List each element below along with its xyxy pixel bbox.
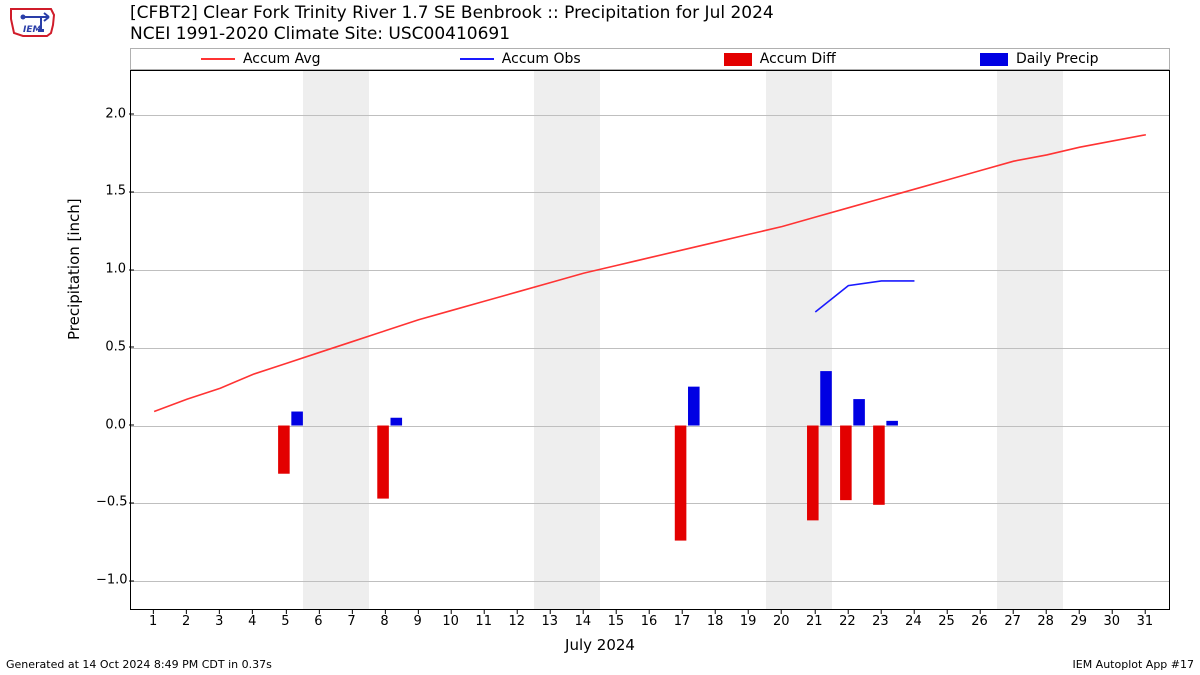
x-tick-label: 26 [971, 614, 988, 629]
legend-label: Daily Precip [1016, 51, 1099, 67]
x-axis-label: July 2024 [0, 636, 1200, 654]
bar [873, 426, 885, 505]
x-tick-label: 20 [773, 614, 790, 629]
bar [886, 421, 898, 426]
line-series [154, 135, 1146, 412]
y-tick-label: 0.5 [96, 339, 126, 354]
x-tick-label: 11 [475, 614, 492, 629]
svg-text:IEM: IEM [23, 25, 41, 35]
x-tick-label: 5 [281, 614, 289, 629]
legend-swatch-patch [980, 53, 1008, 66]
x-tick-label: 14 [575, 614, 592, 629]
x-tick-label: 23 [872, 614, 889, 629]
x-tick-label: 2 [182, 614, 190, 629]
title-line-1: [CFBT2] Clear Fork Trinity River 1.7 SE … [130, 3, 774, 24]
y-tick-label: −1.0 [96, 573, 126, 588]
x-tick-label: 1 [149, 614, 157, 629]
x-tick-label: 9 [413, 614, 421, 629]
x-tick-label: 7 [347, 614, 355, 629]
x-tick-label: 29 [1070, 614, 1087, 629]
bar [807, 426, 819, 521]
bar [291, 412, 303, 426]
title-line-2: NCEI 1991-2020 Climate Site: USC00410691 [130, 24, 774, 45]
x-tick-label: 21 [806, 614, 823, 629]
legend-swatch-line [201, 58, 235, 60]
footer-app: IEM Autoplot App #17 [1073, 658, 1195, 671]
x-tick-label: 31 [1137, 614, 1154, 629]
legend-item: Daily Precip [910, 51, 1170, 67]
x-tick-label: 28 [1037, 614, 1054, 629]
x-tick-label: 18 [707, 614, 724, 629]
legend-label: Accum Diff [760, 51, 836, 67]
legend-item: Accum Diff [650, 51, 910, 67]
legend-label: Accum Obs [502, 51, 581, 67]
x-tick-label: 8 [380, 614, 388, 629]
x-tick-label: 17 [674, 614, 691, 629]
x-tick-label: 27 [1004, 614, 1021, 629]
x-tick-label: 16 [641, 614, 658, 629]
x-tick-label: 19 [740, 614, 757, 629]
x-tick-label: 30 [1104, 614, 1121, 629]
x-tick-label: 13 [542, 614, 559, 629]
y-tick-label: 0.0 [96, 417, 126, 432]
bar [675, 426, 687, 541]
bar [377, 426, 389, 499]
bar [688, 387, 700, 426]
bar [278, 426, 290, 474]
x-tick-label: 24 [905, 614, 922, 629]
bar [853, 399, 865, 425]
x-tick-label: 12 [508, 614, 525, 629]
y-tick-label: 2.0 [96, 106, 126, 121]
x-tick-label: 3 [215, 614, 223, 629]
y-tick-label: 1.5 [96, 184, 126, 199]
footer-generated: Generated at 14 Oct 2024 8:49 PM CDT in … [6, 658, 272, 671]
x-tick-label: 10 [442, 614, 459, 629]
bar [820, 371, 832, 425]
chart-plot-area [130, 70, 1170, 610]
legend-swatch-line [460, 58, 494, 60]
x-tick-label: 4 [248, 614, 256, 629]
chart-title: [CFBT2] Clear Fork Trinity River 1.7 SE … [130, 3, 774, 46]
x-tick-label: 25 [938, 614, 955, 629]
legend-item: Accum Obs [391, 51, 651, 67]
y-tick-label: 1.0 [96, 262, 126, 277]
legend: Accum Avg Accum Obs Accum Diff Daily Pre… [130, 48, 1170, 70]
x-tick-label: 15 [608, 614, 625, 629]
legend-swatch-patch [724, 53, 752, 66]
legend-label: Accum Avg [243, 51, 321, 67]
bar [840, 426, 852, 501]
bar [391, 418, 403, 426]
legend-item: Accum Avg [131, 51, 391, 67]
y-tick-label: −0.5 [96, 495, 126, 510]
y-axis-label: Precipitation [inch] [65, 198, 83, 340]
iem-logo: IEM [5, 3, 60, 43]
line-series [815, 281, 914, 312]
x-tick-label: 6 [314, 614, 322, 629]
x-tick-label: 22 [839, 614, 856, 629]
